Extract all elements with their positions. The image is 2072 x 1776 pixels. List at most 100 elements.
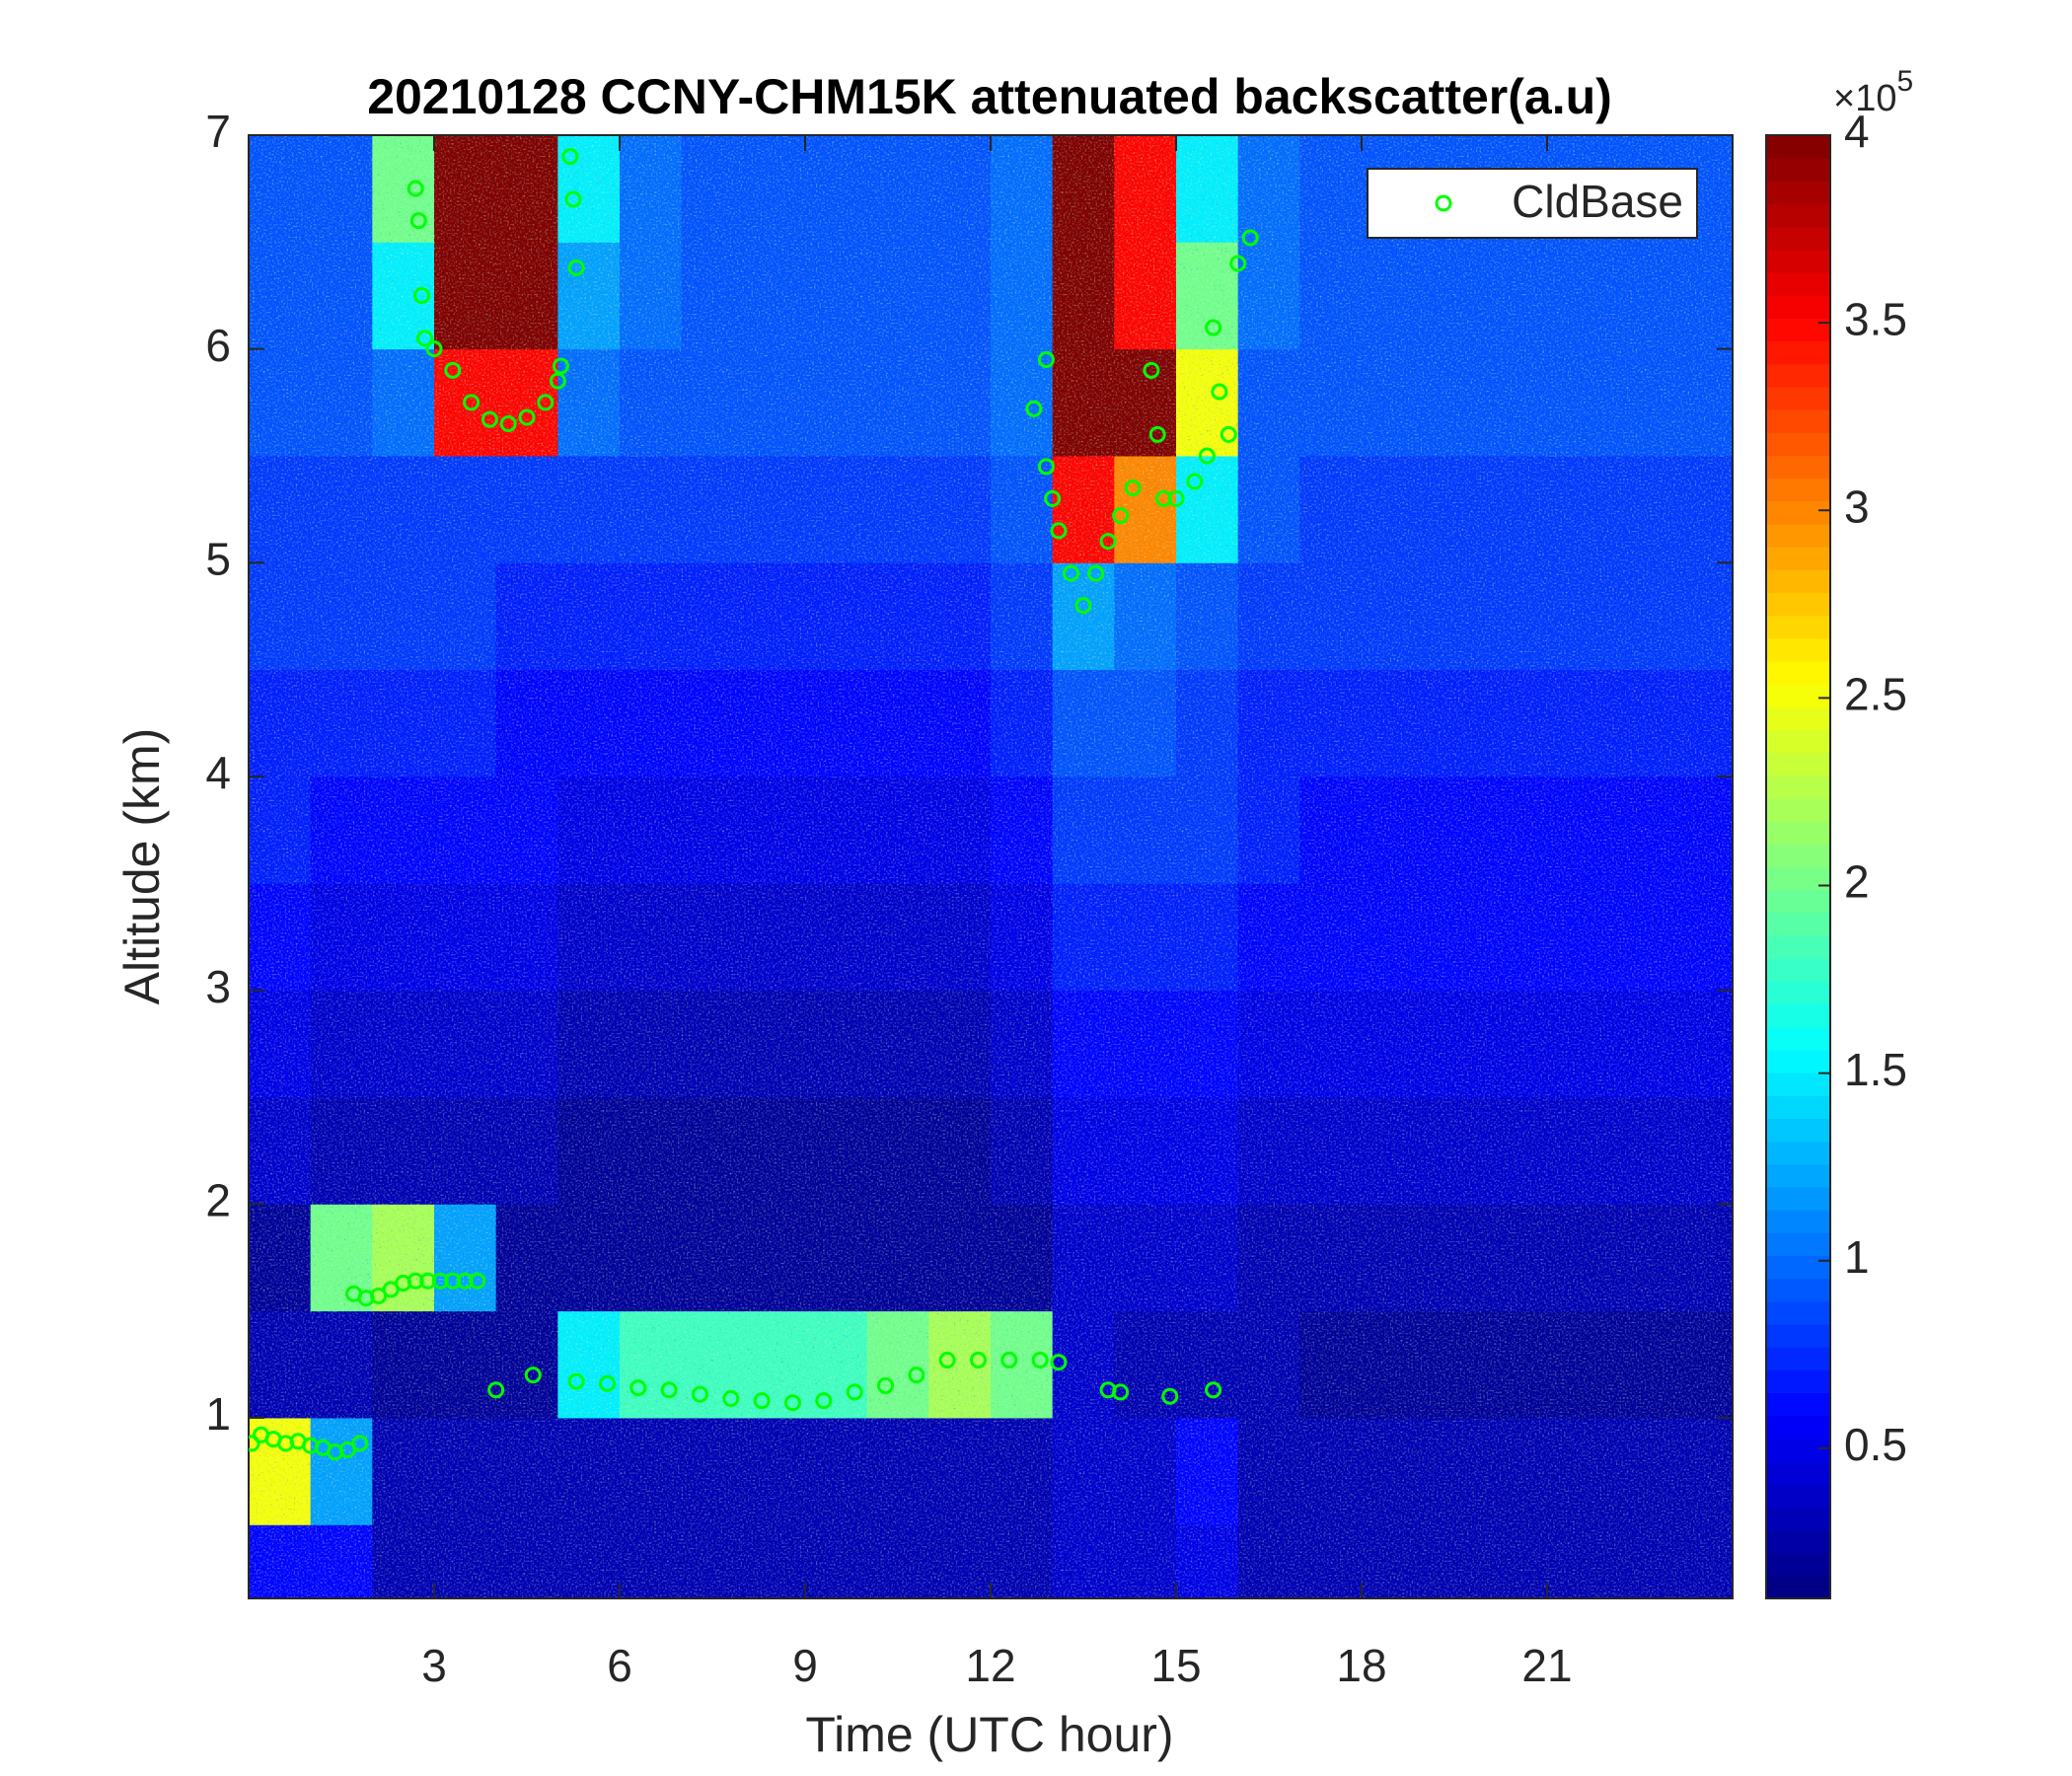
- cloud-base-point: [876, 1376, 894, 1394]
- cloud-base-point: [1044, 489, 1062, 507]
- colorbar-step: [1766, 637, 1830, 662]
- cloud-base-point: [691, 1385, 708, 1403]
- colorbar-step: [1766, 1460, 1830, 1485]
- colorbar-frame: [1765, 134, 1831, 1599]
- colorbar-step: [1766, 547, 1830, 570]
- cloud-base-point: [1161, 1387, 1179, 1405]
- colorbar-step: [1766, 1552, 1830, 1577]
- cloud-base-point: [481, 410, 498, 428]
- cloud-base-point: [1000, 1351, 1018, 1369]
- cloud-base-point: [561, 148, 579, 166]
- colorbar-tick-label: 2.5: [1844, 669, 1907, 720]
- colorbar-step: [1766, 1300, 1830, 1325]
- colorbar-step: [1766, 181, 1830, 205]
- cloud-base-point: [1148, 425, 1166, 443]
- colorbar-step: [1766, 158, 1830, 182]
- cloud-base-point: [499, 414, 517, 432]
- cloud-base-point: [722, 1389, 740, 1407]
- colorbar: 0.5 1 1.5 2 2.5 3 3.5 4×105: [1765, 65, 1913, 1599]
- cloud-base-point: [1143, 361, 1160, 379]
- colorbar-step: [1766, 1575, 1830, 1599]
- colorbar-step: [1766, 866, 1830, 891]
- cloud-base-point: [846, 1383, 863, 1401]
- colorbar-step: [1766, 1323, 1830, 1348]
- cloud-base-point: [1025, 400, 1043, 417]
- colorbar-step: [1766, 660, 1830, 685]
- cloud-base-point: [1050, 522, 1068, 540]
- cloud-base-point: [1205, 1381, 1222, 1399]
- cloud-base-point: [412, 286, 430, 304]
- colorbar-step: [1766, 1278, 1830, 1302]
- colorbar-step: [1766, 844, 1830, 868]
- cloud-base-point: [598, 1374, 616, 1392]
- legend-marker: [1435, 194, 1452, 212]
- cloud-base-point: [338, 1441, 356, 1458]
- cloud-base-point: [1062, 564, 1079, 582]
- chart-title: 20210128 CCNY-CHM15K attenuated backscat…: [367, 69, 1612, 124]
- cloud-base-point: [1087, 564, 1105, 582]
- legend: CldBase: [1367, 168, 1698, 239]
- cloud-base-point: [1074, 597, 1092, 615]
- colorbar-step: [1766, 752, 1830, 777]
- cloud-base-point: [969, 1351, 987, 1369]
- colorbar-step: [1766, 363, 1830, 388]
- noise-texture: [249, 135, 1733, 1598]
- cloud-base-point: [1198, 447, 1216, 465]
- y-tick-label: 5: [205, 533, 231, 584]
- colorbar-step: [1766, 500, 1830, 525]
- colorbar-step: [1766, 1392, 1830, 1417]
- colorbar-step: [1766, 1438, 1830, 1462]
- colorbar-step: [1766, 684, 1830, 707]
- colorbar-step: [1766, 912, 1830, 936]
- colorbar-tick-label: 3: [1844, 481, 1870, 532]
- cloud-base-point: [524, 1367, 542, 1384]
- cloud-base-point: [753, 1392, 771, 1410]
- cloud-base-point: [908, 1367, 925, 1384]
- cloud-base-point: [567, 1372, 585, 1390]
- colorbar-step: [1766, 729, 1830, 754]
- cloud-base-point: [549, 372, 566, 390]
- cloud-base-point: [249, 1435, 260, 1452]
- colorbar-step: [1766, 1026, 1830, 1051]
- cloud-base-point: [629, 1379, 647, 1397]
- legend-label: CldBase: [1512, 176, 1683, 227]
- cloud-base-point: [1037, 350, 1055, 368]
- colorbar-step: [1766, 203, 1830, 228]
- y-tick-label: 3: [205, 961, 231, 1012]
- colorbar-tick-label: 2: [1844, 856, 1870, 908]
- cloud-base-point: [518, 408, 536, 426]
- cloud-base-point: [564, 190, 582, 208]
- colorbar-step: [1766, 1232, 1830, 1257]
- cloud-base-point: [416, 330, 434, 347]
- colorbar-step: [1766, 340, 1830, 365]
- x-tick-label: 3: [421, 1640, 447, 1691]
- cloud-base-point: [1211, 383, 1228, 401]
- colorbar-step: [1766, 1163, 1830, 1188]
- cloud-base-point: [1099, 533, 1117, 551]
- cloud-base-point: [382, 1281, 400, 1298]
- colorbar-step: [1766, 1255, 1830, 1280]
- cloud-base-point: [567, 259, 585, 276]
- colorbar-step: [1766, 432, 1830, 457]
- cloud-base-point: [1229, 255, 1247, 272]
- colorbar-step: [1766, 592, 1830, 617]
- x-tick-label: 9: [792, 1640, 818, 1691]
- colorbar-step: [1766, 889, 1830, 914]
- x-tick-label: 18: [1336, 1640, 1386, 1691]
- colorbar-step: [1766, 1369, 1830, 1394]
- colorbar-step: [1766, 318, 1830, 342]
- colorbar-step: [1766, 226, 1830, 251]
- cloud-base-point: [487, 1381, 505, 1399]
- y-tick-label: 7: [205, 106, 231, 157]
- colorbar-step: [1766, 958, 1830, 982]
- colorbar-step: [1766, 1210, 1830, 1233]
- colorbar-step: [1766, 295, 1830, 319]
- legend-box: [1367, 168, 1698, 239]
- scatter-layer: [249, 148, 1259, 1461]
- colorbar-step: [1766, 1141, 1830, 1165]
- cloud-base-point: [1037, 458, 1055, 476]
- cloud-base-point: [815, 1392, 833, 1410]
- y-tick-label: 4: [205, 747, 231, 798]
- colorbar-step: [1766, 1049, 1830, 1073]
- cloud-base-point: [783, 1394, 801, 1412]
